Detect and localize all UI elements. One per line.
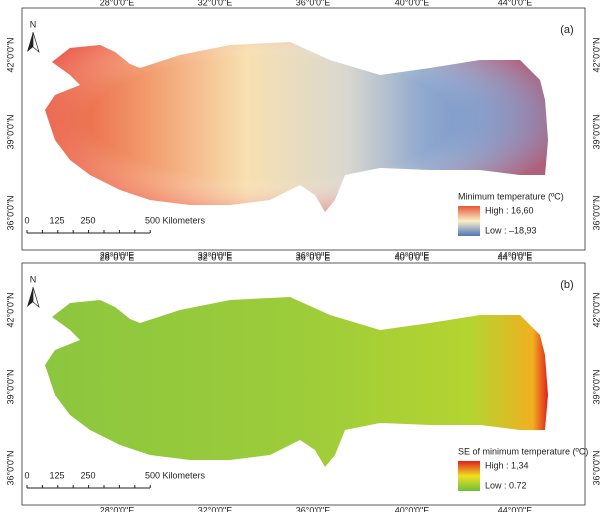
north-arrow [27,32,33,52]
longitude-label: 28°0'0"E [100,0,135,7]
longitude-label: 36°0'0"E [296,505,331,512]
latitude-label: 39°0'0"N [591,114,601,149]
scale-label: 125 [49,470,64,480]
longitude-label: 40°0'0"E [395,505,430,512]
north-label: N [30,274,37,284]
country-shape [45,297,548,467]
latitude-label: 36°0'0"N [591,195,601,230]
latitude-label: 36°0'0"N [5,450,15,485]
panel-label: (a) [560,24,573,36]
longitude-label: 44°0'0"E [498,250,533,260]
latitude-label: 42°0'0"N [591,292,601,327]
longitude-label: 28°0'0"E [100,252,135,262]
scale-label: 500 Kilometers [145,215,206,225]
longitude-label: 36°0'0"E [296,0,331,7]
scale-label: 250 [80,470,95,480]
scale-label: 250 [80,215,95,225]
scale-label: 125 [49,215,64,225]
legend-high: High : 1,34 [485,460,529,470]
coast-shading [45,42,548,212]
scale-label: 0 [24,215,29,225]
longitude-label: 40°0'0"E [395,252,430,262]
latitude-label: 36°0'0"N [591,450,601,485]
map-panel: 28°0'0"E 28°0'0"E 32°0'0"E 32°0'0"E 36°0'0"E… [5,0,601,260]
longitude-label: 32°0'0"E [198,505,233,512]
north-arrow [32,286,40,309]
scale-label: 0 [24,470,29,480]
longitude-label: 28°0'0"E [100,250,135,260]
legend-title: Minimum temperature (ºC) [458,191,564,201]
longitude-label: 40°0'0"E [395,0,430,7]
north-label: N [30,19,37,29]
latitude-label: 39°0'0"N [5,114,15,149]
longitude-label: 40°0'0"E [395,250,430,260]
longitude-label: 36°0'0"E [296,250,331,260]
legend-high: High : 16,60 [485,205,534,215]
longitude-label: 32°0'0"E [198,250,233,260]
map-panel: 28°0'0"E 28°0'0"E 32°0'0"E 32°0'0"E 36°0'0"E… [5,252,601,515]
legend-low: Low : 0.72 [485,480,527,490]
north-arrow [32,31,40,54]
legend-ramp [458,461,480,491]
latitude-label: 42°0'0"N [5,37,15,72]
latitude-label: 39°0'0"N [5,369,15,404]
longitude-label: 32°0'0"E [198,0,233,7]
longitude-label: 32°0'0"E [198,252,233,262]
panel-label: (b) [560,279,573,291]
legend-title: SE of minimum temperature (ºC) [458,446,588,456]
latitude-label: 42°0'0"N [5,292,15,327]
scale-label: 500 Kilometers [145,470,206,480]
longitude-label: 36°0'0"E [296,252,331,262]
longitude-label: 28°0'0"E [100,505,135,512]
longitude-label: 44°0'0"E [498,505,533,512]
longitude-label: 44°0'0"E [498,0,533,7]
north-arrow [27,287,33,307]
latitude-label: 42°0'0"N [591,37,601,72]
latitude-label: 36°0'0"N [5,195,15,230]
legend-low: Low : –18,93 [485,225,537,235]
latitude-label: 39°0'0"N [591,369,601,404]
legend-ramp [458,206,480,236]
longitude-label: 44°0'0"E [498,252,533,262]
